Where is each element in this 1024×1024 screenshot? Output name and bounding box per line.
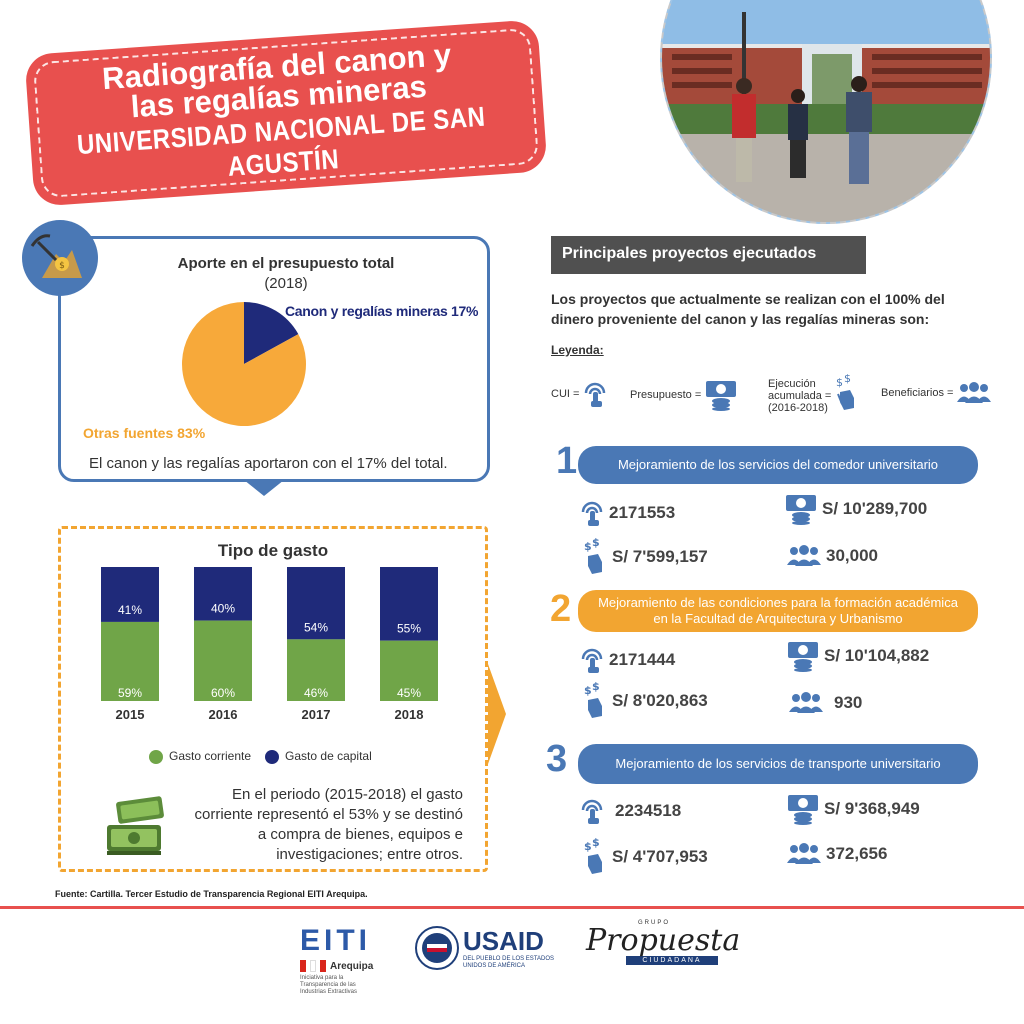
bar-corriente-2016 bbox=[194, 620, 252, 701]
campus-photo bbox=[660, 0, 992, 224]
bar-corriente-2015 bbox=[101, 621, 159, 701]
bar-capital-2018 bbox=[380, 567, 438, 641]
budget-pie-chart bbox=[182, 302, 306, 426]
project-2-cui: 2171444 bbox=[579, 645, 675, 675]
footer-divider bbox=[0, 906, 1024, 909]
project-1-beneficiarios: 30,000 bbox=[786, 545, 878, 567]
svg-text:$: $ bbox=[592, 838, 600, 849]
svg-text:$: $ bbox=[836, 376, 843, 389]
bar-label-corriente-2017: 46% bbox=[304, 686, 328, 700]
pie-note: El canon y las regalías aportaron con el… bbox=[89, 455, 448, 472]
pie-slice-otras bbox=[182, 302, 306, 426]
pie-year: (2018) bbox=[264, 275, 308, 292]
eiti-logo: EITI Arequipa Iniciativa para la Transpa… bbox=[300, 924, 374, 995]
expense-bar-chart: 41% 59% 2015 40% 60% 2016 54% 46% 2017 55% 45% 2018 bbox=[101, 567, 438, 722]
propuesta-ciudadana-logo: GRUPO Propuesta CIUDADANA bbox=[586, 920, 741, 965]
legend-corriente: Gasto corriente bbox=[149, 749, 251, 764]
project-1-cui: 2171553 bbox=[579, 498, 675, 528]
pie-label-otras: Otras fuentes 83% bbox=[83, 425, 206, 441]
legend-cui: CUI = bbox=[551, 379, 608, 409]
people-icon bbox=[789, 692, 823, 713]
project-3-ejecucion: $ $ S/ 4'707,953 bbox=[582, 838, 708, 876]
bar-label-corriente-2016: 60% bbox=[211, 686, 235, 700]
people-icon bbox=[787, 545, 821, 566]
money-stack-icon bbox=[788, 795, 818, 825]
legend-ejecucion: Ejecución acumulada = (2016-2018) $ $ bbox=[768, 374, 860, 414]
svg-text:$: $ bbox=[592, 538, 600, 549]
people-icon bbox=[787, 843, 821, 864]
pie-label-canon: Canon y regalías mineras 17% bbox=[285, 303, 479, 319]
project-2-number: 2 bbox=[550, 588, 572, 630]
bar-label-corriente-2015: 59% bbox=[118, 686, 142, 700]
bar-legend: Gasto corriente Gasto de capital bbox=[149, 749, 372, 764]
x-tick-2017: 2017 bbox=[302, 707, 331, 722]
svg-text:$: $ bbox=[584, 840, 592, 853]
money-stack-icon bbox=[786, 495, 816, 525]
bar-corriente-2017 bbox=[287, 639, 345, 701]
bar-panel-arrow bbox=[488, 664, 506, 764]
x-tick-2016: 2016 bbox=[209, 707, 238, 722]
project-2-title: Mejoramiento de las condiciones para la … bbox=[578, 590, 978, 632]
touch-icon bbox=[581, 648, 603, 673]
money-icon bbox=[107, 796, 164, 855]
source-note: Fuente: Cartilla. Tercer Estudio de Tran… bbox=[55, 889, 368, 899]
svg-text:$: $ bbox=[592, 682, 600, 693]
project-2-beneficiarios: 930 bbox=[788, 692, 862, 714]
bar-label-capital-2016: 40% bbox=[211, 602, 235, 616]
people-icon bbox=[957, 382, 992, 403]
legend-capital: Gasto de capital bbox=[265, 749, 372, 764]
bar-label-capital-2015: 41% bbox=[118, 603, 142, 617]
legend-presupuesto: Presupuesto = bbox=[630, 379, 738, 411]
project-2-ejecucion: $ $ S/ 8'020,863 bbox=[582, 682, 708, 720]
money-stack-icon bbox=[706, 381, 737, 411]
svg-text:$: $ bbox=[584, 684, 592, 697]
bar-chart-title: Tipo de gasto bbox=[217, 541, 329, 560]
project-2-presupuesto: S/ 10'104,882 bbox=[786, 640, 929, 672]
svg-text:$: $ bbox=[584, 540, 592, 553]
projects-intro: Los proyectos que actualmente se realiza… bbox=[551, 291, 945, 327]
project-1-title: Mejoramiento de los servicios del comedo… bbox=[578, 446, 978, 484]
dollar-box-icon: $ $ bbox=[584, 838, 602, 874]
project-3-beneficiarios: 372,656 bbox=[786, 843, 887, 865]
touch-icon bbox=[581, 501, 603, 526]
pie-slice-canon bbox=[244, 302, 299, 364]
dollar-box-icon: $ $ bbox=[584, 682, 602, 718]
usaid-seal-icon bbox=[415, 926, 459, 970]
bar-capital-2017 bbox=[287, 567, 345, 640]
bar-capital-2015 bbox=[101, 567, 159, 622]
touch-icon bbox=[585, 382, 606, 407]
project-3-cui: 2234518 bbox=[579, 796, 681, 826]
project-3-number: 3 bbox=[546, 738, 568, 780]
dollar-box-icon: $ $ bbox=[584, 538, 602, 574]
money-stack-icon bbox=[788, 642, 818, 672]
bar-capital-2016 bbox=[194, 567, 252, 621]
svg-text:$: $ bbox=[844, 374, 851, 385]
project-3-title: Mejoramiento de los servicios de transpo… bbox=[578, 744, 978, 784]
svg-text:$: $ bbox=[59, 261, 65, 271]
bar-corriente-2018 bbox=[380, 640, 438, 701]
project-1-ejecucion: $ $ S/ 7'599,157 bbox=[582, 538, 708, 576]
projects-header: Principales proyectos ejecutados bbox=[551, 236, 866, 274]
mining-icon: $ bbox=[30, 234, 82, 278]
bar-label-corriente-2018: 45% bbox=[397, 686, 421, 700]
bar-label-capital-2018: 55% bbox=[397, 622, 421, 636]
project-1-number: 1 bbox=[556, 440, 578, 482]
bar-note: En el periodo (2015-2018) el gasto corri… bbox=[194, 786, 463, 863]
pie-title: Aporte en el presupuesto total bbox=[177, 255, 395, 272]
budget-pie-panel: Aporte en el presupuesto total (2018) Ca… bbox=[58, 236, 490, 482]
expense-type-panel: Tipo de gasto 41% 59% 2015 40% 60% 2016 54% 46%… bbox=[58, 526, 488, 872]
project-3-presupuesto: S/ 9'368,949 bbox=[786, 793, 920, 825]
bar-label-capital-2017: 54% bbox=[304, 620, 328, 634]
project-1-presupuesto: S/ 10'289,700 bbox=[784, 493, 927, 525]
x-tick-2018: 2018 bbox=[395, 707, 424, 722]
legend-title: Leyenda: bbox=[551, 343, 604, 357]
x-tick-2015: 2015 bbox=[116, 707, 145, 722]
dollar-box-icon: $ $ bbox=[836, 374, 855, 410]
legend-beneficiarios: Beneficiarios = bbox=[881, 382, 992, 404]
pie-panel-pointer bbox=[244, 480, 284, 496]
mining-icon-circle: $ bbox=[22, 220, 98, 296]
touch-icon bbox=[581, 799, 603, 824]
